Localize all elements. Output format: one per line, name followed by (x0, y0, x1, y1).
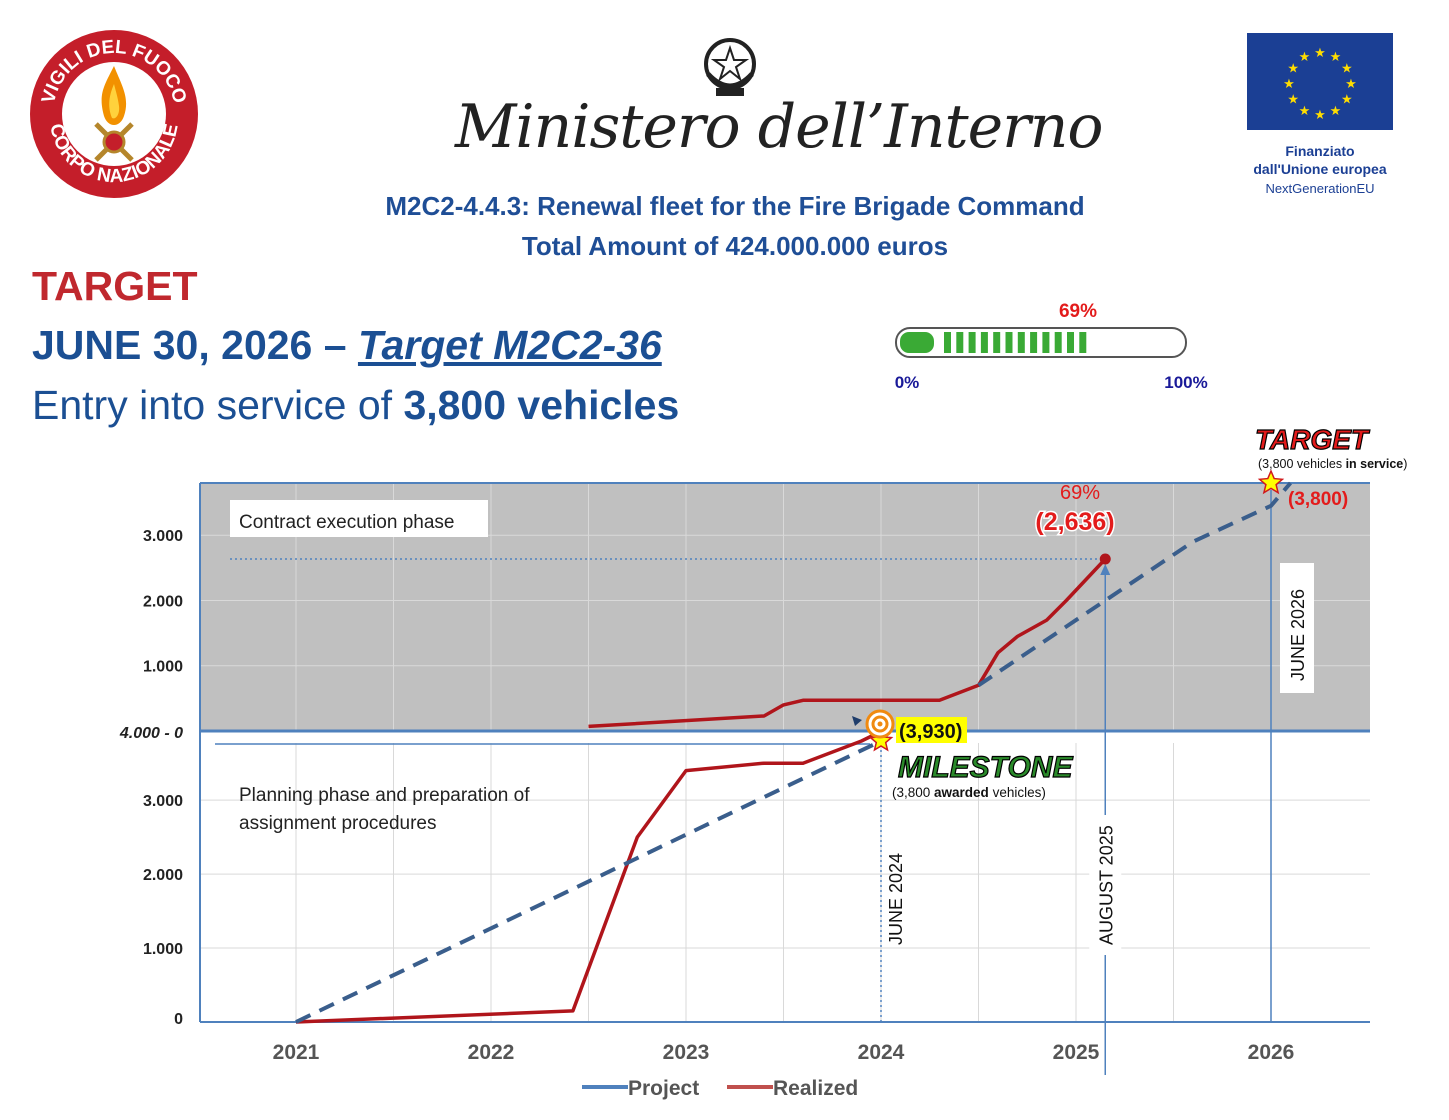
eu-star-icon: ★ (1287, 93, 1299, 108)
progress-fill-segment (1017, 332, 1025, 353)
current-value-point (1099, 553, 1111, 565)
progress-value: 69% (1059, 301, 1097, 322)
progress-fill-segment (944, 332, 951, 353)
entry-vehicles: 3,800 vehicles (403, 382, 680, 428)
progress-fill-segment (1079, 332, 1087, 353)
milestone-value: (3,930) (899, 721, 962, 743)
progress-fill-segment (1067, 332, 1074, 353)
eu-star-icon: ★ (1283, 77, 1295, 92)
legend-label: Realized (773, 1077, 858, 1100)
progress-fill-segment (956, 332, 964, 353)
progress-fill-segment (900, 332, 934, 353)
eu-funding-line2: dall'Unione europea (1253, 161, 1387, 177)
progress-fill (900, 332, 1087, 353)
legend-label: Project (628, 1077, 699, 1100)
subtitle-amount: Total Amount of 424.000.000 euros (521, 231, 949, 261)
current-value-annotation: 69% (2,636) (1034, 482, 1116, 538)
progress-fill-segment (1054, 332, 1062, 353)
upper-y-tick-label: 2.000 (143, 593, 183, 610)
lower-project-series-line (295, 739, 882, 1024)
target-date-line: JUNE 30, 2026 – Target M2C2-36 (32, 322, 662, 369)
lower-y-tick-label: 0 (174, 1011, 183, 1028)
target-code: Target M2C2-36 (357, 322, 662, 368)
x-tick-label: 2024 (858, 1041, 905, 1064)
eu-star-icon: ★ (1314, 108, 1326, 123)
x-tick-label: 2021 (273, 1041, 320, 1064)
panel-boundary-label: 4.000 - 0 (119, 725, 183, 742)
x-tick-label: 2022 (468, 1041, 515, 1064)
eu-star-icon: ★ (1299, 104, 1311, 119)
target-dash: – (312, 322, 358, 368)
contract-phase-box (230, 500, 488, 537)
progress-fill-segment (1042, 332, 1050, 353)
progress-min: 0% (895, 373, 920, 392)
progress-bar: 69% 0% 100% (895, 301, 1208, 392)
final-target-caption: (3,800 vehicles in service) (1258, 457, 1407, 471)
eu-star-icon: ★ (1287, 62, 1299, 77)
x-tick-label: 2025 (1053, 1041, 1100, 1064)
progress-track (895, 327, 1187, 358)
x-tick-label: 2026 (1248, 1041, 1295, 1064)
eu-star-icon: ★ (1314, 46, 1326, 61)
final-target-date-label: JUNE 2026 (1288, 589, 1308, 681)
x-tick-label: 2023 (663, 1041, 710, 1064)
eu-star-icon: ★ (1341, 93, 1353, 108)
progress-fill-segment (1030, 332, 1038, 353)
current-value-label: (2,636) (1035, 508, 1114, 536)
milestone-value-highlight (896, 717, 967, 743)
lower-realized-series-line (295, 729, 882, 1024)
milestone-target-icon (852, 709, 895, 739)
current-date-box (1089, 815, 1122, 955)
progress-fill-segment (1005, 332, 1013, 353)
progress-fill-segment (993, 332, 1001, 353)
milestone-date-label: JUNE 2024 (886, 853, 906, 945)
planning-phase-label-1: Planning phase and preparation of (239, 785, 530, 806)
current-date-label: AUGUST 2025 (1096, 825, 1116, 945)
progress-fill-segment (968, 332, 976, 353)
progress-max: 100% (1164, 373, 1207, 392)
target-heading: TARGET (32, 263, 198, 309)
upper-project-series-line (977, 481, 1293, 687)
upper-y-tick-label: 3.000 (143, 528, 183, 545)
eu-star-icon: ★ (1330, 104, 1342, 119)
eu-funding-line3: NextGenerationEU (1265, 181, 1375, 196)
milestone-star-icon (868, 728, 894, 752)
lower-y-tick-label: 3.000 (143, 793, 183, 810)
lower-y-tick-label: 2.000 (143, 867, 183, 884)
gridlines (200, 483, 1370, 1022)
entry-prefix: Entry into service of (32, 382, 404, 428)
milestone-annotation: (3,930) MILESTONE (3,800 awarded vehicle… (852, 709, 1074, 800)
target-date: JUNE 30, 2026 (32, 322, 313, 368)
flame-icon (94, 66, 134, 162)
ministry-title: Ministero dell’Interno (455, 92, 1104, 162)
italian-emblem-icon (704, 38, 756, 96)
final-target-star-icon (1257, 469, 1285, 495)
contract-phase-label: Contract execution phase (239, 512, 454, 533)
vigili-del-fuoco-logo: VIGILI DEL FUOCO CORPO NAZIONALE (30, 30, 198, 198)
eu-star-icon: ★ (1341, 62, 1353, 77)
planning-phase-label-2: assignment procedures (239, 813, 437, 834)
final-target-value: (3,800) (1288, 489, 1348, 510)
upper-y-tick-label: 1.000 (143, 659, 183, 676)
final-target-title: TARGET (1255, 424, 1371, 455)
final-target-annotation: TARGET (3,800 vehicles in service) (3,80… (1254, 423, 1407, 510)
eu-star-icon: ★ (1299, 50, 1311, 65)
milestone-caption: (3,800 awarded vehicles) (892, 785, 1046, 800)
eu-star-icon: ★ (1345, 77, 1357, 92)
lower-y-tick-label: 1.000 (143, 941, 183, 958)
progress-fill-segment (980, 332, 988, 353)
current-marker-arrow (1100, 563, 1111, 575)
eu-funding-line1: Finanziato (1285, 143, 1355, 159)
final-date-box (1280, 563, 1314, 693)
eu-star-icon: ★ (1330, 50, 1342, 65)
current-percent-label: 69% (1060, 482, 1100, 504)
milestone-title: MILESTONE (898, 751, 1073, 784)
eu-flag-icon: ★ ★★★★★★★★★★★ (1247, 33, 1393, 130)
entry-into-service-line: Entry into service of 3,800 vehicles (32, 382, 679, 429)
subtitle-project: M2C2-4.4.3: Renewal fleet for the Fire B… (385, 191, 1085, 221)
